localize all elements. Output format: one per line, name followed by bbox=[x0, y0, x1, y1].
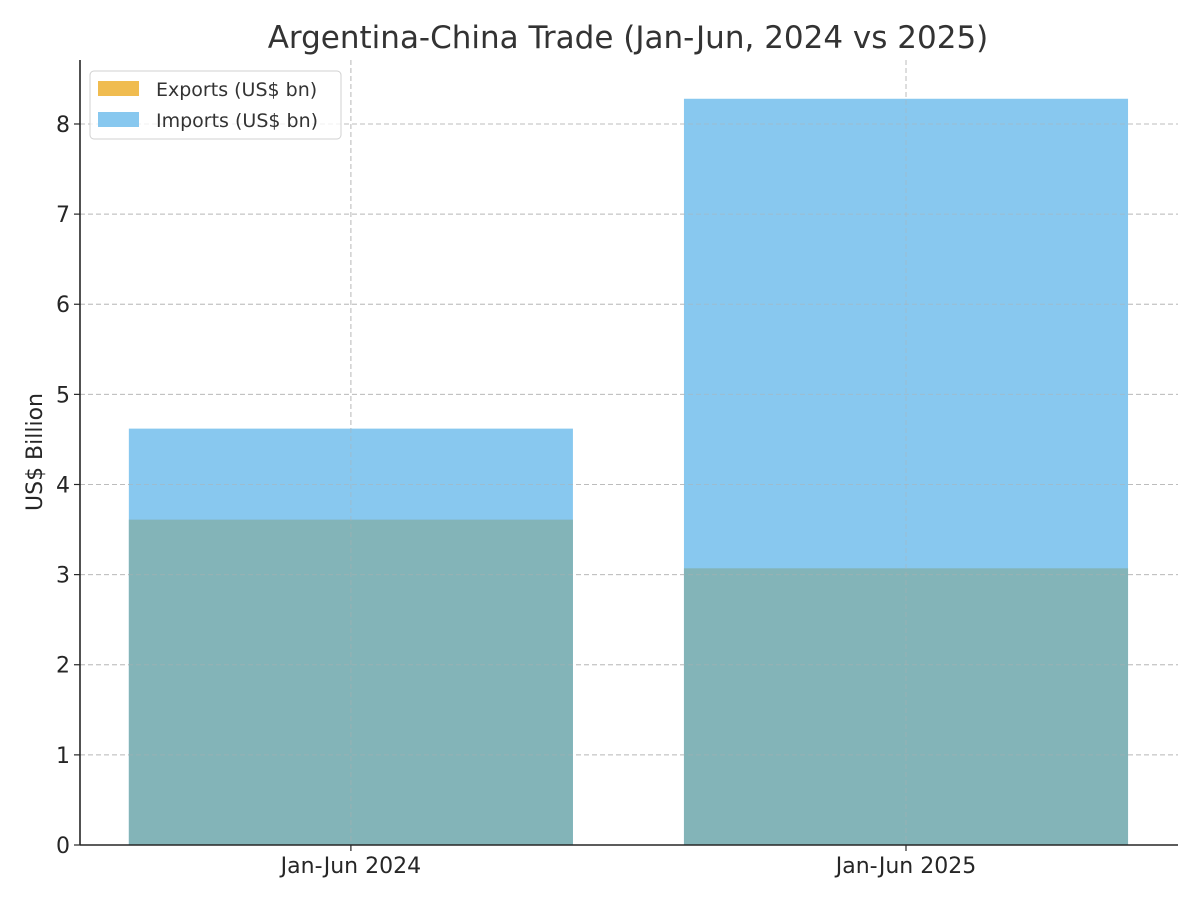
y-tick-label: 7 bbox=[56, 203, 70, 228]
y-tick-label: 0 bbox=[56, 834, 70, 859]
bar-exports bbox=[683, 568, 1129, 845]
x-tick-label: Jan-Jun 2025 bbox=[834, 854, 976, 879]
legend-swatch-imports bbox=[98, 112, 139, 127]
chart-title: Argentina-China Trade (Jan-Jun, 2024 vs … bbox=[268, 20, 989, 56]
y-tick-label: 4 bbox=[56, 473, 70, 498]
bars bbox=[80, 60, 1178, 846]
x-tick-label: Jan-Jun 2024 bbox=[279, 854, 421, 879]
y-axis-label: US$ Billion bbox=[23, 393, 48, 511]
legend: Exports (US$ bn) Imports (US$ bn) bbox=[89, 70, 342, 140]
y-tick-label: 3 bbox=[56, 564, 70, 589]
legend-label-imports: Imports (US$ bn) bbox=[156, 110, 318, 132]
y-tick-label: 8 bbox=[56, 113, 70, 138]
legend-label-exports: Exports (US$ bn) bbox=[156, 79, 317, 101]
axes: 0 1 2 3 4 5 6 7 8 Jan-Jun 2024 Jan-Jun 2025 bbox=[56, 60, 1178, 879]
y-tick-label: 2 bbox=[56, 654, 70, 679]
legend-swatch-exports bbox=[98, 81, 139, 96]
legend-frame bbox=[89, 70, 342, 140]
y-tick-label: 1 bbox=[56, 744, 70, 769]
y-tick-label: 5 bbox=[56, 383, 70, 408]
y-tick-label: 6 bbox=[56, 293, 70, 318]
